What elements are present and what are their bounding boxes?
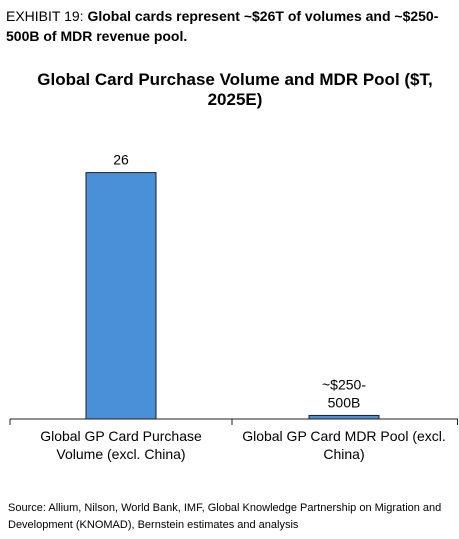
exhibit-label: EXHIBIT 19: — [6, 8, 84, 24]
category-label-2-line-1: Global GP Card MDR Pool (excl. — [242, 428, 446, 444]
data-label-2-line-1: ~$250- — [322, 376, 366, 392]
exhibit-caption: EXHIBIT 19: Global cards represent ~$26T… — [6, 6, 452, 46]
data-label-2-line-2: 500B — [328, 394, 361, 410]
chart-title: Global Card Purchase Volume and MDR Pool… — [37, 70, 433, 109]
category-label-1-line-2: Volume (excl. China) — [56, 446, 185, 462]
exhibit-text: Global cards represent ~$26T of volumes … — [6, 8, 439, 44]
source-note: Source: Allium, Nilson, World Bank, IMF,… — [8, 502, 442, 531]
category-label-1-line-1: Global GP Card Purchase — [40, 428, 202, 444]
category-label-2-line-2: China) — [323, 446, 364, 462]
data-label-1-line-1: 26 — [113, 152, 129, 168]
bar-2 — [308, 414, 380, 420]
bar-1 — [85, 172, 157, 420]
